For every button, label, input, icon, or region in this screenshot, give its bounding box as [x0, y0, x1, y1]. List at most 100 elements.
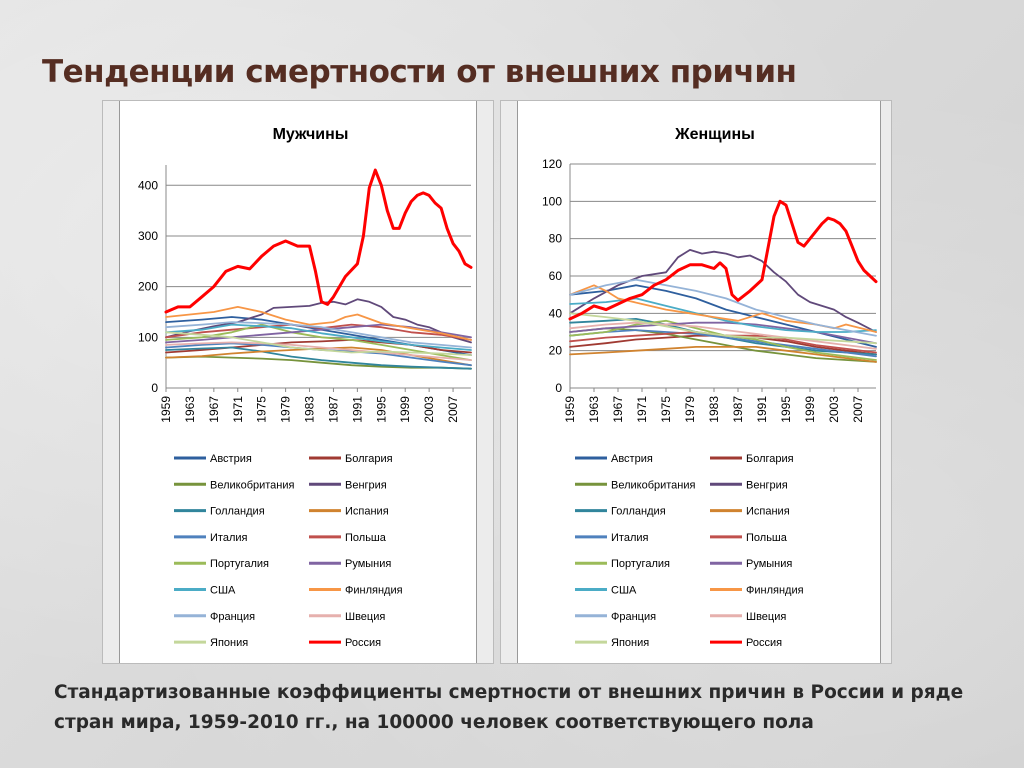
- series-line-15: [164, 168, 473, 314]
- legend-label: Португалия: [210, 558, 269, 570]
- legend-label: Румыния: [746, 558, 792, 570]
- x-tick-label: 1971: [231, 396, 245, 423]
- legend-label: Голландия: [611, 506, 666, 518]
- x-tick-label: 1963: [587, 396, 601, 423]
- x-tick-label: 1999: [398, 396, 412, 423]
- x-tick-label: 1983: [707, 396, 721, 423]
- x-tick-label: 1999: [803, 396, 817, 423]
- chart-men: Мужчины 0 100 200 300 400 1959 1963 1967 1971 1975…: [138, 126, 473, 649]
- series-line-2: [569, 327, 877, 363]
- series-line-3: [569, 249, 877, 333]
- legend-label: Болгария: [345, 453, 393, 465]
- series-line-12: [165, 321, 472, 349]
- x-tick-label: 2003: [422, 396, 436, 423]
- series-line-14: [165, 331, 472, 356]
- legend-label: Швеция: [746, 611, 786, 623]
- legend-label: Финляндия: [345, 585, 403, 597]
- x-tick-label: 1995: [779, 396, 793, 423]
- series-line-4: [165, 346, 472, 370]
- x-tick-label: 1959: [563, 396, 577, 423]
- chart-title: Женщины: [674, 126, 755, 143]
- caption: Стандартизованные коэффициенты смертност…: [54, 682, 964, 733]
- legend-label: Франция: [611, 611, 656, 623]
- series-line-9: [165, 323, 472, 344]
- chart-frame-men: Мужчины 0 100 200 300 400 1959 1963 1967 1971 1975…: [102, 100, 494, 664]
- legend-label: Румыния: [345, 558, 391, 570]
- legend-label: Великобритания: [210, 479, 295, 491]
- chart-panel-women: Женщины 0 20 40 60 80 100 120 1959 1963 1967 1971 19…: [517, 101, 881, 663]
- series-line-11: [165, 306, 472, 341]
- legend-label: Италия: [611, 532, 649, 544]
- y-tick-label: 300: [138, 229, 158, 243]
- series-line-6: [569, 329, 877, 358]
- series-line-10: [165, 323, 472, 351]
- legend-label: Португалия: [611, 558, 670, 570]
- legend-label: Италия: [210, 532, 248, 544]
- legend-label: Венгрия: [345, 479, 387, 491]
- series-line-12: [569, 278, 877, 337]
- x-tick-label: 1987: [731, 396, 745, 423]
- x-tick-label: 2007: [851, 396, 865, 423]
- legend-label: Испания: [345, 506, 389, 518]
- series-line-5: [569, 346, 877, 363]
- series-line-3: [165, 298, 472, 344]
- legend-label: Австрия: [611, 453, 653, 465]
- x-tick-label: 2007: [446, 396, 460, 423]
- y-tick-label: 200: [138, 280, 158, 294]
- legend-label: Финляндия: [746, 585, 804, 597]
- x-tick-label: 1971: [635, 396, 649, 423]
- chart-frame-women: Женщины 0 20 40 60 80 100 120 1959 1963 1967 1971 19…: [500, 100, 892, 664]
- series-line-15: [568, 199, 878, 321]
- x-tick-label: 1963: [183, 396, 197, 423]
- legend-label: Япония: [210, 637, 248, 649]
- chart-panel-men: Мужчины 0 100 200 300 400 1959 1963 1967 1971 1975…: [119, 101, 477, 663]
- y-tick-label: 60: [549, 269, 563, 283]
- x-tick-label: 1991: [755, 396, 769, 423]
- x-tick-label: 2003: [827, 396, 841, 423]
- series-line-9: [569, 321, 877, 345]
- legend-label: США: [210, 585, 236, 597]
- legend-label: Швеция: [345, 611, 385, 623]
- x-tick-label: 1975: [255, 396, 269, 423]
- series-line-8: [165, 323, 472, 361]
- series-line-14: [569, 312, 877, 345]
- legend-label: Россия: [746, 637, 782, 649]
- y-tick-label: 40: [549, 306, 563, 320]
- legend-label: Россия: [345, 637, 381, 649]
- x-tick-label: 1967: [611, 396, 625, 423]
- legend-label: Испания: [746, 506, 790, 518]
- x-tick-label: 1983: [303, 396, 317, 423]
- y-tick-label: 400: [138, 178, 158, 192]
- y-tick-label: 100: [138, 330, 158, 344]
- page-title: Тенденции смертности от внешних причин: [42, 54, 797, 90]
- legend-label: Польша: [746, 532, 788, 544]
- series-line-13: [569, 321, 877, 350]
- chart-women: Женщины 0 20 40 60 80 100 120 1959 1963 1967 1971 19…: [542, 126, 878, 649]
- series-line-7: [165, 323, 472, 341]
- legend-label: Австрия: [210, 453, 252, 465]
- legend-label: Великобритания: [611, 479, 696, 491]
- series-line-13: [165, 341, 472, 361]
- y-tick-label: 80: [549, 232, 563, 246]
- legend-label: Венгрия: [746, 479, 788, 491]
- y-tick-label: 0: [555, 381, 562, 395]
- y-tick-label: 120: [542, 157, 562, 171]
- x-tick-label: 1995: [374, 396, 388, 423]
- y-tick-label: 20: [549, 344, 563, 358]
- x-tick-label: 1979: [279, 396, 293, 423]
- legend-label: Франция: [210, 611, 255, 623]
- legend-label: Япония: [611, 637, 649, 649]
- x-tick-label: 1959: [159, 396, 173, 423]
- x-tick-label: 1967: [207, 396, 221, 423]
- x-tick-label: 1979: [683, 396, 697, 423]
- legend-label: Болгария: [746, 453, 794, 465]
- x-tick-label: 1991: [350, 396, 364, 423]
- x-tick-label: 1975: [659, 396, 673, 423]
- legend-label: Польша: [345, 532, 387, 544]
- x-tick-label: 1987: [326, 396, 340, 423]
- y-tick-label: 0: [151, 381, 158, 395]
- legend-label: Голландия: [210, 506, 265, 518]
- y-tick-label: 100: [542, 194, 562, 208]
- chart-title: Мужчины: [273, 126, 349, 143]
- legend-label: США: [611, 585, 637, 597]
